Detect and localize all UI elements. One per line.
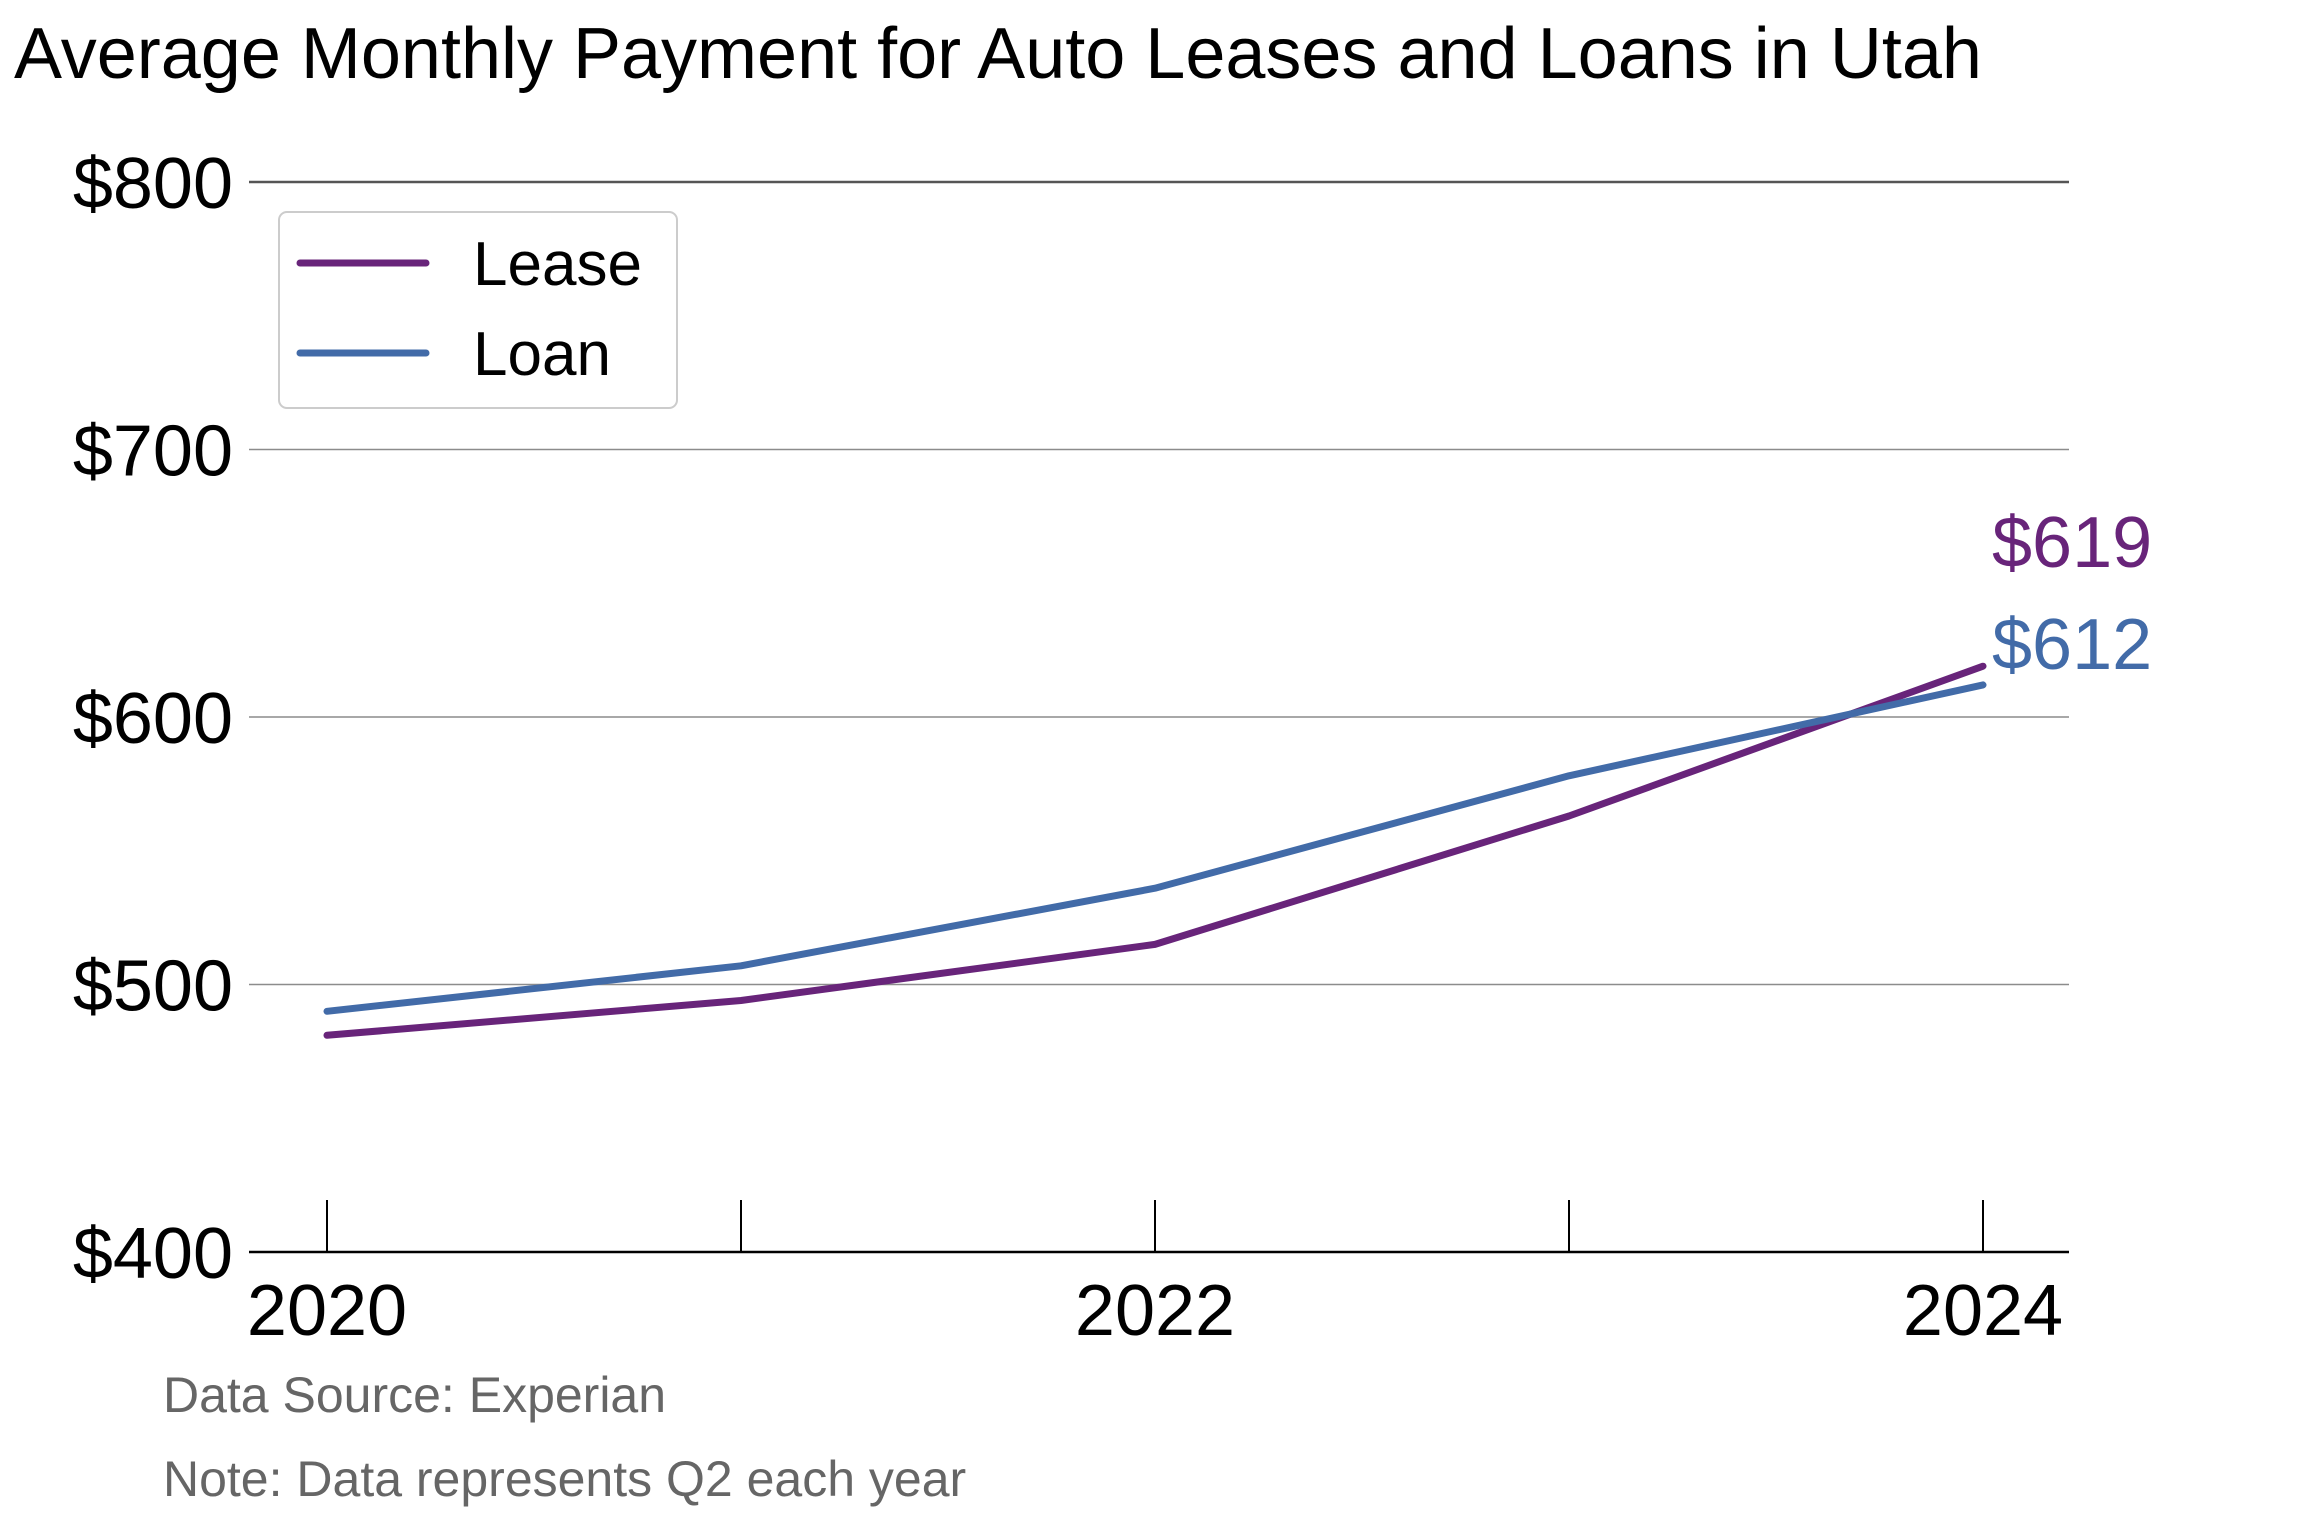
gridlines xyxy=(249,180,2069,986)
note-0: Data Source: Experian xyxy=(163,1367,666,1423)
x-tick-label-2022: 2022 xyxy=(1075,1271,1235,1351)
y-tick-label-500: $500 xyxy=(73,947,233,1027)
x-tick-label-2024: 2024 xyxy=(1903,1271,2063,1351)
series-line-loan xyxy=(323,681,1987,1015)
y-tick-label-700: $700 xyxy=(73,412,233,492)
chart-title: Average Monthly Payment for Auto Leases … xyxy=(14,14,1982,94)
legend: Lease Loan xyxy=(278,211,678,409)
y-tick-label-800: $800 xyxy=(73,144,233,224)
note-1: Note: Data represents Q2 each year xyxy=(163,1451,966,1507)
notes: Data Source: Experian Note: Data represen… xyxy=(163,1367,966,1507)
end-labels: $619 $612 xyxy=(1992,503,2152,685)
y-tick-label-400: $400 xyxy=(73,1214,233,1294)
x-tick-label-2020: 2020 xyxy=(247,1271,407,1351)
end-label-lease: $619 xyxy=(1992,503,2152,583)
legend-label-loan: Loan xyxy=(473,320,611,389)
legend-label-lease: Lease xyxy=(473,230,642,299)
y-tick-label-600: $600 xyxy=(73,679,233,759)
series-lines xyxy=(323,662,1987,1039)
series-line-lease xyxy=(323,662,1987,1039)
end-label-loan: $612 xyxy=(1992,605,2152,685)
axes: $400 $500 $600 $700 $800 2020 2022 2024 xyxy=(73,144,2069,1351)
